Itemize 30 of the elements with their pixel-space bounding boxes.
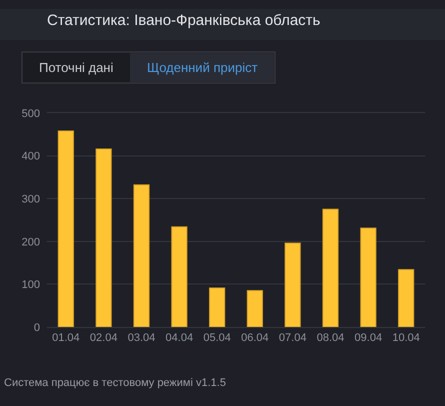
bar <box>360 228 376 327</box>
x-tick-label: 04.04 <box>166 332 194 344</box>
y-tick-label: 100 <box>22 279 40 292</box>
x-tick-label: 09.04 <box>354 332 382 344</box>
x-tick-label: 03.04 <box>128 332 156 344</box>
text: Щоденний приріст <box>147 60 258 75</box>
y-tick-label: 0 <box>34 322 40 334</box>
bar <box>284 242 301 327</box>
bar <box>58 130 74 327</box>
x-tick-label: 01.04 <box>52 332 80 344</box>
bar <box>246 290 263 327</box>
x-tick-label: 07.04 <box>278 332 306 344</box>
text: Поточні дані <box>39 60 114 75</box>
chart-title: Статистика: Івано-Франківська область <box>47 12 321 29</box>
y-tick-label: 400 <box>22 150 40 163</box>
x-tick-label: 05.04 <box>203 332 231 344</box>
bar <box>322 208 339 327</box>
bar <box>133 184 150 327</box>
bar <box>398 269 414 327</box>
x-tick-label: 02.04 <box>90 332 118 344</box>
y-tick-label: 200 <box>22 236 40 248</box>
y-tick-label: 500 <box>22 108 40 120</box>
x-tick-label: 06.04 <box>241 332 269 344</box>
bar <box>96 148 112 327</box>
bar <box>171 226 188 327</box>
text: Система працює в тестовому режимі v1.1.5 <box>4 377 226 389</box>
y-tick-label: 300 <box>22 193 40 206</box>
x-tick-label: 10.04 <box>392 332 420 344</box>
x-tick-label: 08.04 <box>316 332 344 344</box>
bar <box>209 288 226 327</box>
